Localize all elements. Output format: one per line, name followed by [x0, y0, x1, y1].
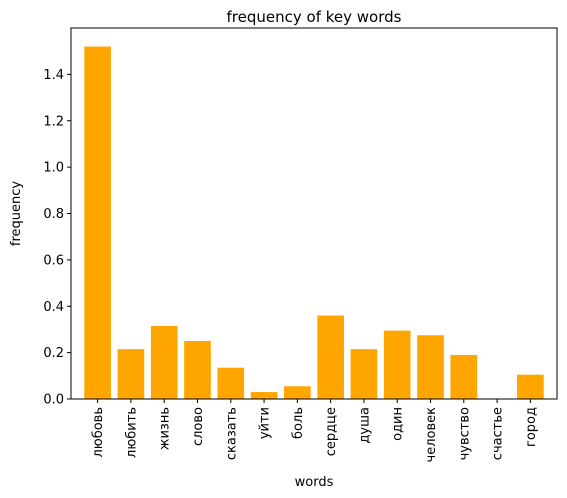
y-tick-label: 0.8 [43, 207, 64, 222]
bars-group [84, 46, 544, 400]
x-tick-label: сказать [224, 407, 239, 460]
x-tick-label: человек [424, 407, 439, 463]
bar-человек [417, 335, 444, 399]
bar-любить [117, 349, 145, 399]
x-tick-label: сердце [324, 407, 339, 456]
y-axis-label: frequency [9, 181, 24, 247]
y-tick-label: 1.0 [43, 161, 64, 176]
bar-боль [284, 386, 311, 399]
x-tick-label: город [524, 407, 539, 447]
chart-title: frequency of key words [227, 8, 402, 26]
x-tick-label: любовь [91, 407, 106, 458]
x-tick-label: один [391, 407, 406, 441]
bar-слово [184, 341, 211, 399]
bar-чувство [450, 354, 478, 399]
bar-любовь [84, 46, 111, 400]
x-tick-label: душа [357, 407, 372, 444]
bar-город [517, 374, 544, 399]
y-axis: 0.0 0.2 0.4 0.6 0.8 1.0 1.2 1.4 [43, 68, 71, 408]
y-tick-label: 0.6 [43, 253, 64, 268]
x-tick-label: жизнь [158, 407, 173, 450]
bar-душа [350, 349, 378, 399]
y-tick-label: 1.2 [43, 114, 64, 129]
x-axis-label: words [295, 475, 334, 490]
bar-сказать [217, 367, 245, 399]
x-tick-label: счастье [491, 407, 506, 460]
x-tick-label: слово [191, 407, 206, 446]
y-tick-label: 0.2 [43, 346, 64, 361]
x-tick-label: чувство [457, 407, 472, 460]
bar-жизнь [150, 325, 178, 399]
x-tick-label: боль [291, 407, 306, 439]
bar-сердце [317, 315, 344, 399]
y-tick-label: 0.0 [43, 393, 64, 408]
bar-один [383, 330, 411, 399]
x-tick-label: любить [124, 407, 139, 458]
x-tick-label: уйти [258, 407, 273, 439]
y-tick-label: 1.4 [43, 68, 64, 83]
y-tick-label: 0.4 [43, 300, 64, 315]
plot-frame [70, 27, 558, 400]
x-axis: любовь любить жизнь слово сказать уйти боль сер… [91, 399, 539, 462]
bar-уйти [250, 392, 278, 399]
